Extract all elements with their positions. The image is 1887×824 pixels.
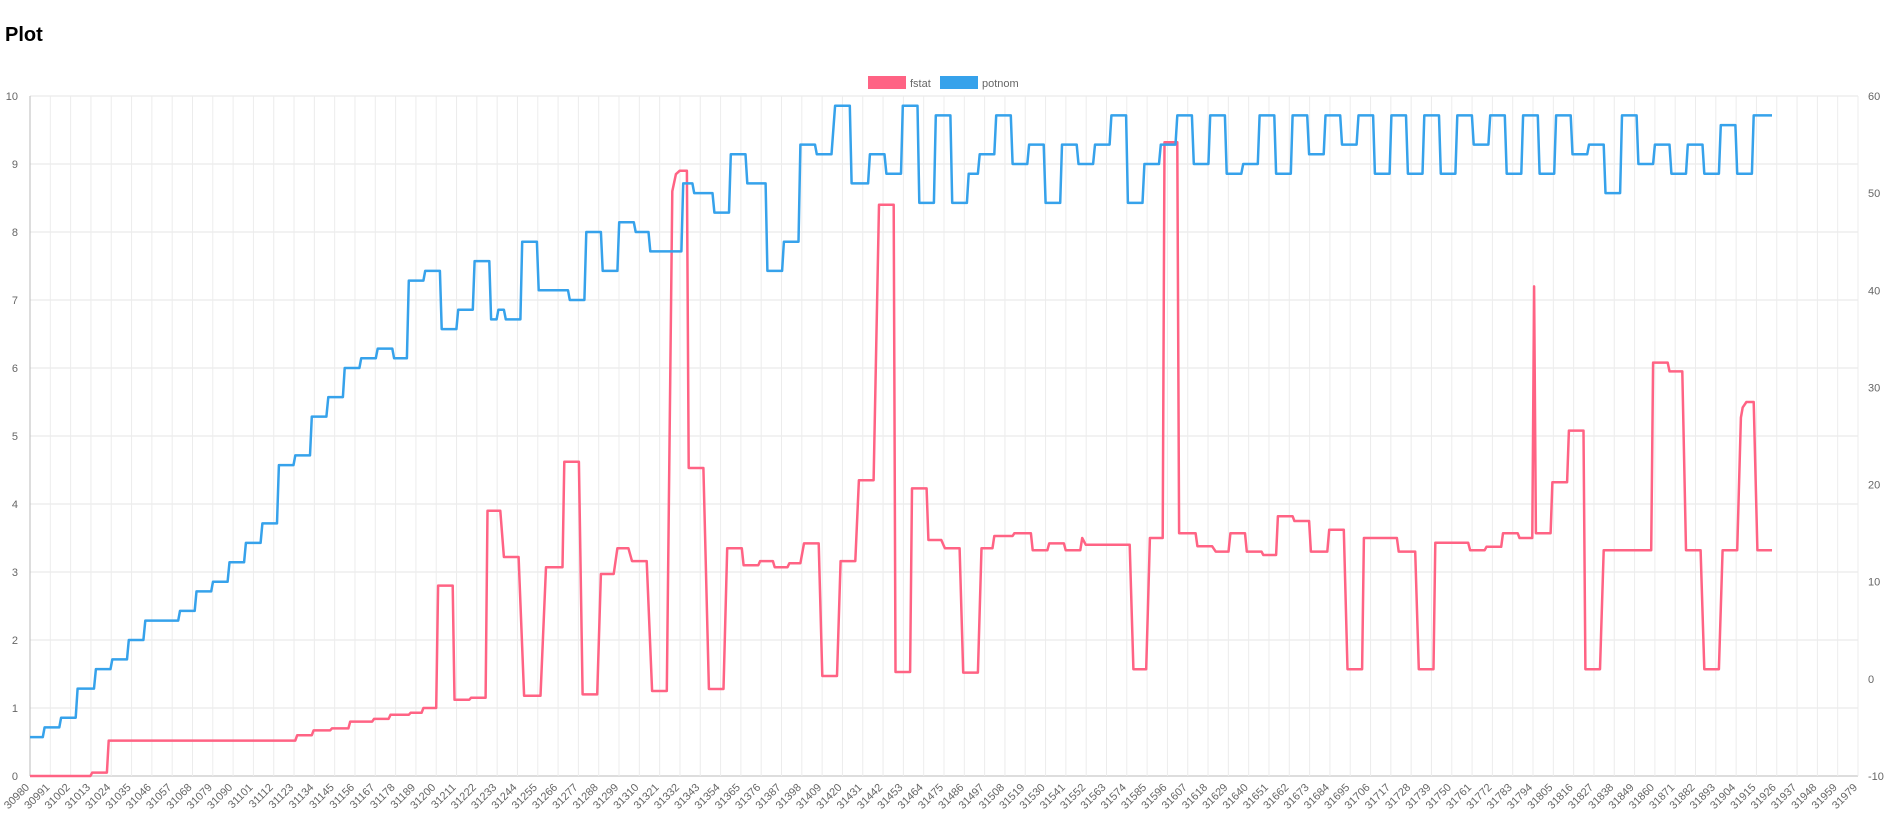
y-left-tick-label: 7 [12,295,18,307]
page-title: Plot [5,24,43,46]
y-right-tick-label: -10 [1868,771,1884,783]
y-left-tick-label: 10 [6,91,18,103]
y-right-tick-label: 60 [1868,91,1880,103]
series-layer [30,104,1772,778]
y-right-tick-label: 30 [1868,382,1880,394]
chart-axes: 012345678910-100102030405060309803099131… [2,91,1884,812]
y-right-tick-label: 40 [1868,285,1880,297]
series-line-potnom [30,104,1772,739]
series-line-fstat [30,140,1772,778]
y-left-tick-label: 9 [12,159,18,171]
y-left-tick-label: 5 [12,431,18,443]
y-left-tick-label: 8 [12,227,18,239]
legend-label-fstat: fstat [910,78,931,90]
y-left-tick-label: 6 [12,363,18,375]
y-right-tick-label: 0 [1868,674,1874,686]
y-left-tick-label: 1 [12,703,18,715]
y-left-tick-label: 0 [12,771,18,783]
y-left-tick-label: 3 [12,567,18,579]
y-right-tick-label: 10 [1868,577,1880,589]
legend-label-potnom: potnom [982,78,1019,90]
legend-swatch-potnom [940,76,978,89]
legend-swatch-fstat [868,76,906,89]
y-left-tick-label: 4 [12,499,18,511]
y-right-tick-label: 50 [1868,188,1880,200]
y-right-tick-label: 20 [1868,480,1880,492]
y-left-tick-label: 2 [12,635,18,647]
chart-grid [29,95,1859,777]
legend: fstat potnom [868,76,1019,90]
